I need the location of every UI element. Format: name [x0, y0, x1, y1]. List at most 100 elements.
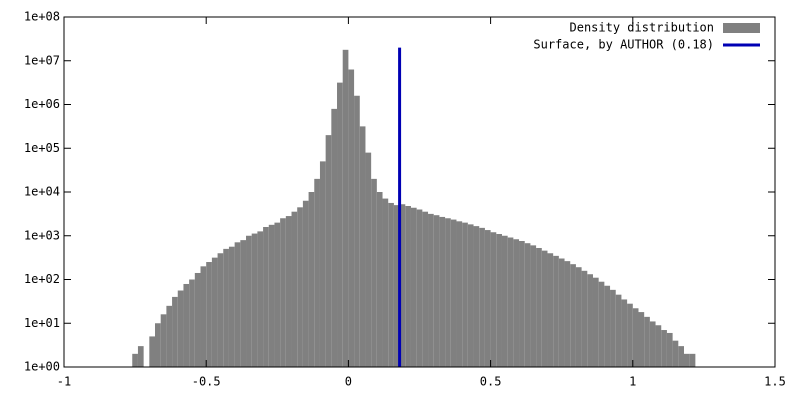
- histogram-bar: [393, 205, 400, 367]
- y-tick-label: 1e+00: [24, 360, 60, 374]
- histogram-bar: [240, 240, 247, 367]
- x-tick-label: -1: [57, 375, 71, 389]
- y-tick-label: 1e+06: [24, 97, 60, 111]
- histogram-bar: [655, 325, 662, 367]
- histogram-bar: [160, 314, 167, 367]
- histogram-bar: [291, 211, 298, 367]
- histogram-bar: [638, 312, 645, 367]
- histogram-bar: [371, 178, 377, 367]
- histogram-bar: [558, 258, 565, 367]
- histogram-bar: [433, 215, 440, 367]
- histogram-bar: [177, 290, 184, 367]
- y-tick-label: 1e+05: [24, 141, 60, 155]
- histogram-bar: [661, 330, 667, 367]
- histogram-bar: [280, 218, 286, 367]
- histogram-bar: [666, 332, 673, 367]
- histogram-bar: [405, 206, 411, 367]
- histogram-bar: [337, 82, 343, 367]
- histogram-bar: [217, 253, 224, 367]
- histogram-bar: [285, 216, 292, 367]
- histogram-bar: [410, 207, 417, 367]
- histogram-bar: [649, 321, 656, 367]
- histogram-bar: [519, 240, 525, 367]
- histogram-bar: [587, 274, 593, 367]
- histogram-bar: [473, 226, 480, 367]
- histogram-bar: [678, 346, 684, 367]
- legend-label: Density distribution: [570, 21, 715, 35]
- histogram-bar: [564, 261, 571, 367]
- histogram-bar: [547, 253, 554, 367]
- histogram-bar: [354, 95, 360, 367]
- histogram-bar: [683, 353, 690, 367]
- histogram-bar: [462, 222, 468, 367]
- histogram-bar: [536, 247, 542, 367]
- histogram-bar: [388, 202, 394, 367]
- histogram-bar: [359, 126, 366, 367]
- histogram-bar: [467, 224, 474, 367]
- histogram-bar: [274, 222, 281, 367]
- histogram-bar: [689, 353, 696, 367]
- histogram-bar: [592, 277, 599, 367]
- x-tick-label: 0: [345, 375, 352, 389]
- y-tick-label: 1e+07: [24, 53, 60, 67]
- histogram-bar: [166, 305, 173, 367]
- histogram-bar: [155, 323, 161, 367]
- histogram-bar: [604, 285, 611, 367]
- histogram-bar: [263, 226, 269, 367]
- histogram-bar: [365, 152, 372, 367]
- histogram-bar: [172, 296, 178, 367]
- histogram-bar: [439, 216, 446, 367]
- legend-swatch: [723, 23, 760, 33]
- histogram-bar: [428, 213, 434, 367]
- histogram-bar: [211, 257, 218, 367]
- histogram-bar: [513, 239, 520, 367]
- histogram-bar: [348, 69, 355, 367]
- histogram-bar: [484, 230, 491, 367]
- histogram-bar: [206, 262, 212, 367]
- histogram-bar: [507, 237, 514, 367]
- histogram-bar: [627, 303, 633, 367]
- histogram-bar: [621, 299, 628, 367]
- histogram-bar: [189, 279, 195, 367]
- histogram-bar: [615, 294, 622, 367]
- histogram-bar: [422, 211, 429, 367]
- x-tick-label: 1: [629, 375, 636, 389]
- histogram-bar: [331, 108, 338, 368]
- histogram-bar: [672, 340, 679, 367]
- histogram-bar: [632, 308, 639, 367]
- histogram-bar: [501, 235, 508, 367]
- histogram-bar: [132, 353, 138, 367]
- x-tick-label: 0.5: [480, 375, 502, 389]
- histogram-bar: [314, 178, 320, 367]
- histogram-bar: [479, 227, 485, 367]
- histogram-bar: [496, 234, 502, 367]
- histogram-bar: [234, 242, 241, 367]
- histogram-bar: [450, 219, 457, 367]
- histogram-bar: [302, 200, 309, 367]
- histogram-bar: [490, 232, 497, 367]
- x-tick-label: -0.5: [192, 375, 221, 389]
- histogram-bar: [137, 346, 144, 367]
- histogram-bar: [200, 266, 207, 367]
- histogram-bar: [445, 218, 451, 367]
- legend-label: Surface, by AUTHOR (0.18): [533, 38, 714, 52]
- y-tick-label: 1e+03: [24, 228, 60, 242]
- histogram-bar: [325, 135, 332, 367]
- histogram-bar: [268, 224, 275, 367]
- histogram-bar: [382, 198, 389, 367]
- y-tick-label: 1e+02: [24, 272, 60, 286]
- histogram-bar: [342, 49, 349, 367]
- histogram-bar: [246, 235, 252, 367]
- y-tick-label: 1e+01: [24, 316, 60, 330]
- histogram-bar: [297, 207, 303, 367]
- histogram-bar: [553, 255, 559, 367]
- y-tick-label: 1e+08: [24, 10, 60, 24]
- histogram-bar: [530, 245, 537, 367]
- histogram-bar: [257, 231, 264, 367]
- histogram-bar: [228, 246, 235, 367]
- histogram-bar: [308, 192, 315, 367]
- histogram-bar: [183, 283, 190, 367]
- histogram-bar: [251, 233, 258, 367]
- histogram-bar: [575, 267, 582, 367]
